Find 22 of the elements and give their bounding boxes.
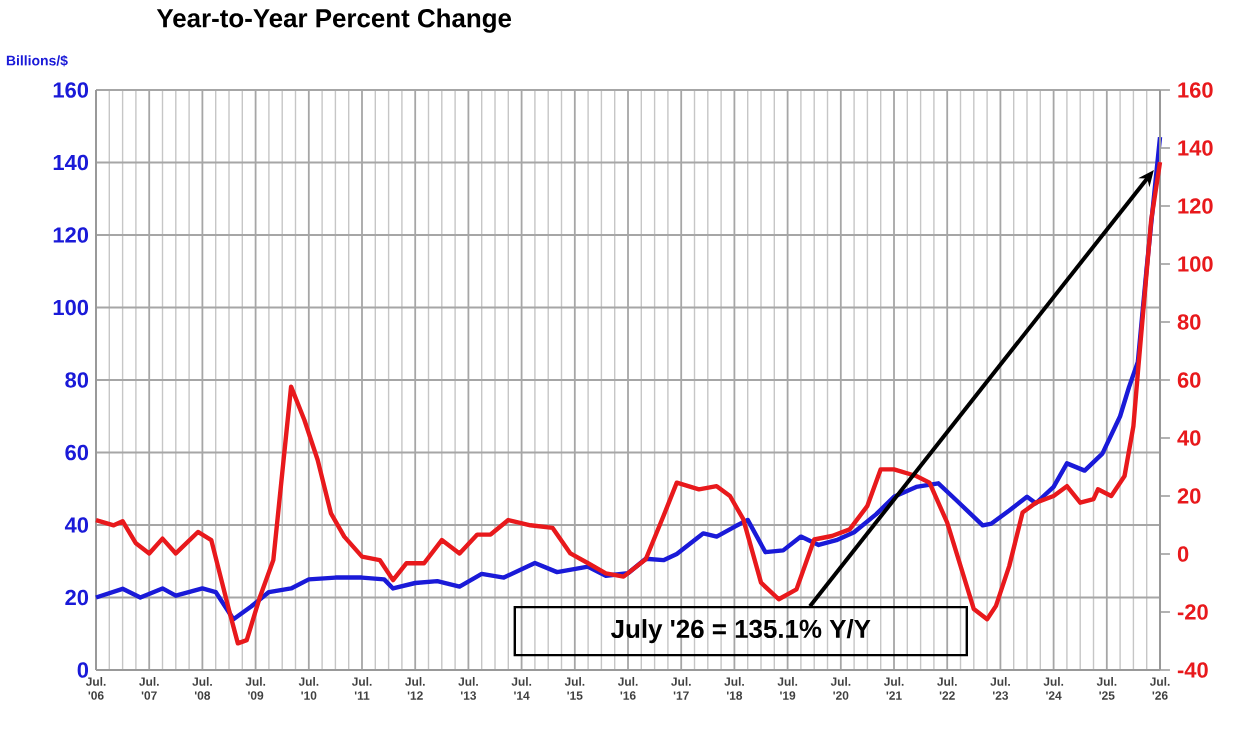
annotation: July '26 = 135.1% Y/Y	[611, 619, 871, 644]
y2-tick-label: -20	[1177, 604, 1208, 620]
y-tick-label: 0	[77, 662, 89, 678]
y2-tick-label: -40	[1177, 662, 1208, 678]
y-tick-label: 160	[53, 82, 89, 98]
y-tick-label: 60	[65, 444, 89, 461]
y2-tick-label: 160	[1178, 82, 1213, 98]
y-tick-label: 20	[65, 589, 89, 606]
y2-tick-label: 40	[1177, 430, 1201, 446]
y2-tick-label: 80	[1177, 314, 1201, 330]
y2-tick-label: 140	[1178, 140, 1213, 156]
y-tick-label: 140	[53, 154, 89, 171]
y-tick-label: 80	[65, 372, 89, 388]
chart-title: Year-to-Year Percent Change	[156, 8, 512, 33]
y2-tick-label: 0	[1177, 546, 1189, 562]
y-tick-label: 120	[53, 227, 89, 243]
y-tick-label: 100	[53, 299, 89, 316]
y2-tick-label: 20	[1177, 488, 1201, 504]
y2-tick-label: 100	[1178, 256, 1213, 272]
y2-tick-label: 60	[1177, 372, 1201, 388]
y-tick-label: 40	[64, 517, 89, 533]
y2-tick-label: 120	[1178, 198, 1213, 214]
